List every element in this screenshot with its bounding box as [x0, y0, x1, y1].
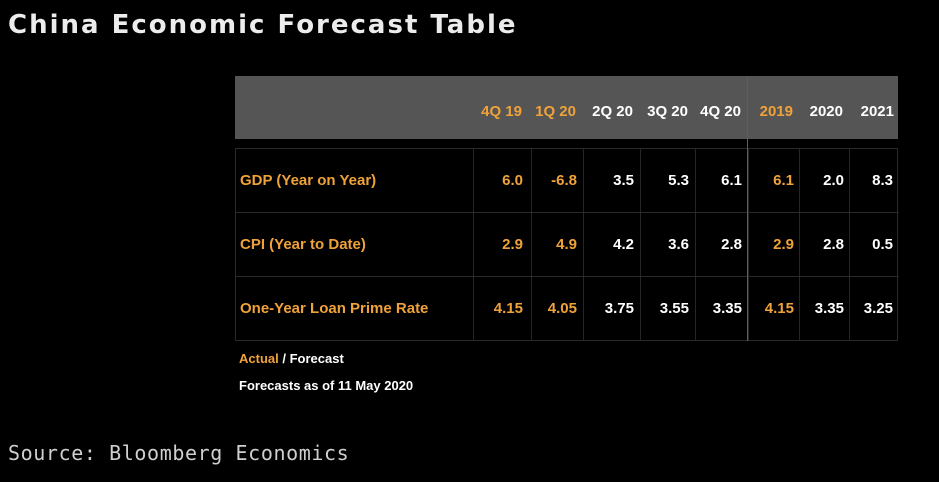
- table-header: 4Q 19 1Q 20 2Q 20 3Q 20 4Q 20 2019 2020 2021: [235, 76, 898, 139]
- table-row: GDP (Year on Year) 6.0 -6.8 3.5 5.3 6.1 6.1 2.0…: [236, 149, 899, 213]
- column-header: 2019: [759, 103, 793, 120]
- column-header: 4Q 20: [700, 103, 741, 120]
- row-label: One-Year Loan Prime Rate: [240, 300, 429, 317]
- table-cell: -6.8: [531, 149, 583, 212]
- column-header: 4Q 19: [481, 103, 522, 120]
- table-row: One-Year Loan Prime Rate 4.15 4.05 3.75 3.55…: [236, 277, 899, 341]
- table-cell: 3.75: [583, 277, 640, 340]
- legend-actual: Actual: [239, 351, 279, 366]
- legend-forecast: Forecast: [289, 351, 344, 366]
- table-cell: 3.35: [799, 277, 849, 340]
- table-cell: 4.15: [473, 277, 531, 340]
- table-cell: 2.9: [748, 213, 799, 276]
- table-cell: 2.8: [799, 213, 849, 276]
- column-header: 2020: [809, 103, 843, 120]
- column-header: 2021: [860, 103, 894, 120]
- table-cell: 4.15: [748, 277, 799, 340]
- legend-separator: /: [278, 351, 290, 366]
- table-cell: 0.5: [849, 213, 897, 276]
- table-cell: 4.05: [531, 277, 583, 340]
- table-cell: 2.0: [799, 149, 849, 212]
- table-cell: 3.55: [640, 277, 695, 340]
- forecast-date-note: Forecasts as of 11 May 2020: [239, 378, 414, 393]
- table-cell: 3.25: [849, 277, 897, 340]
- header-gap: [235, 139, 898, 148]
- table-cell: 4.2: [583, 213, 640, 276]
- column-header: 3Q 20: [647, 103, 688, 120]
- table-cell: 6.1: [695, 149, 748, 212]
- table-cell: 3.5: [583, 149, 640, 212]
- table-cell: 4.9: [531, 213, 583, 276]
- table-cell: 3.35: [695, 277, 748, 340]
- source-note: Source: Bloomberg Economics: [8, 441, 350, 465]
- table-cell: 6.0: [473, 149, 531, 212]
- page-title: China Economic Forecast Table: [8, 10, 518, 40]
- column-divider: [747, 76, 748, 341]
- table-cell: 6.1: [748, 149, 799, 212]
- legend: Actual / Forecast: [239, 351, 344, 366]
- table-cell: 2.8: [695, 213, 748, 276]
- column-header: 1Q 20: [535, 103, 576, 120]
- row-label: CPI (Year to Date): [240, 236, 366, 253]
- forecast-table: 4Q 19 1Q 20 2Q 20 3Q 20 4Q 20 2019 2020 2021 GD…: [235, 76, 899, 341]
- table-cell: 2.9: [473, 213, 531, 276]
- table-cell: 3.6: [640, 213, 695, 276]
- table-cell: 8.3: [849, 149, 897, 212]
- row-label: GDP (Year on Year): [240, 172, 377, 189]
- table-cell: 5.3: [640, 149, 695, 212]
- table-row: CPI (Year to Date) 2.9 4.9 4.2 3.6 2.8 2.9 2.8 0…: [236, 213, 899, 277]
- table-body: GDP (Year on Year) 6.0 -6.8 3.5 5.3 6.1 6.1 2.0…: [235, 148, 899, 341]
- column-header: 2Q 20: [592, 103, 633, 120]
